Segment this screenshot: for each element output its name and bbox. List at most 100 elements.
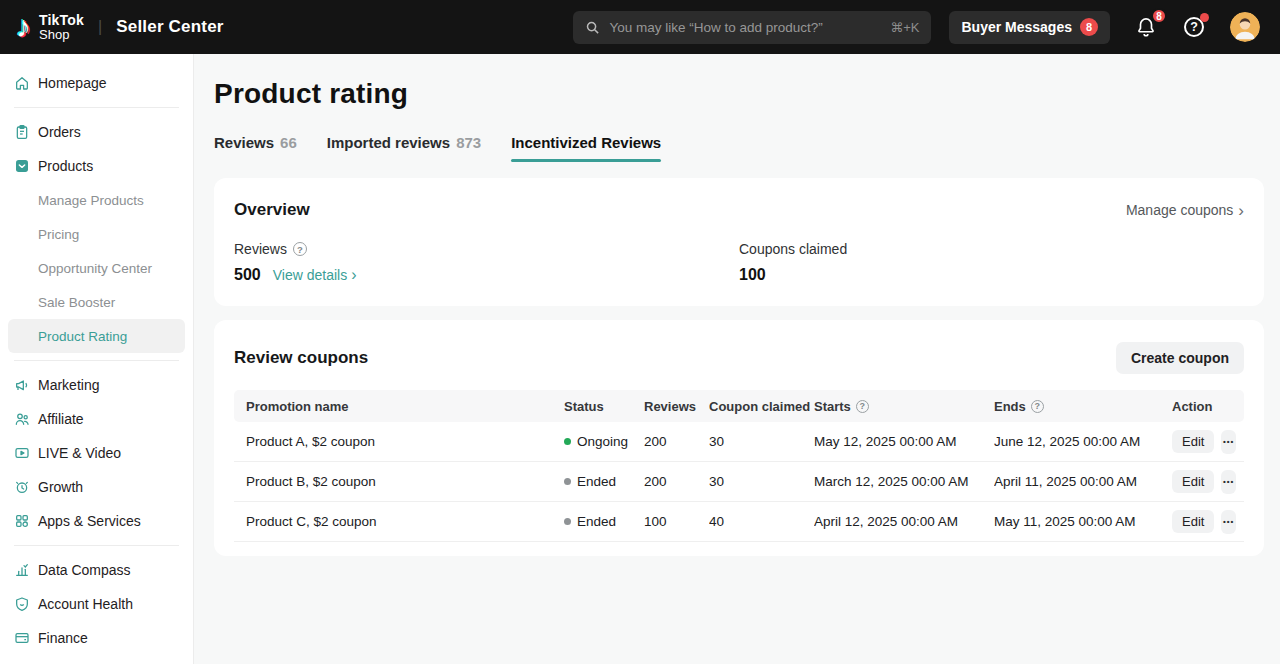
question-circle-icon[interactable] xyxy=(293,242,307,256)
create-coupon-button[interactable]: Create coupon xyxy=(1116,342,1244,374)
ends-date: April 11, 2025 00:00 AM xyxy=(994,474,1172,489)
col-ends-label: Ends xyxy=(994,399,1026,414)
more-options-button[interactable] xyxy=(1221,430,1236,454)
more-options-button[interactable] xyxy=(1221,510,1236,534)
more-options-button[interactable] xyxy=(1221,470,1236,494)
notifications-button[interactable]: 8 xyxy=(1134,15,1158,39)
col-status: Status xyxy=(564,399,644,414)
sidebar-item-affiliate[interactable]: Affiliate xyxy=(0,402,193,436)
global-search[interactable]: ⌘+K xyxy=(573,11,931,44)
view-details-link[interactable]: View details xyxy=(273,267,357,283)
stat-coupons-claimed: Coupons claimed 100 xyxy=(739,241,1244,284)
tab-bar: Reviews 66 Imported reviews 873 Incentiv… xyxy=(214,134,1264,162)
status-label: Ended xyxy=(577,474,616,489)
sidebar-item-products[interactable]: Products xyxy=(0,149,193,183)
overview-title: Overview xyxy=(234,200,310,220)
sidebar-item-label: Sale Booster xyxy=(38,295,115,310)
stat-value: 500 xyxy=(234,266,261,284)
avatar-image xyxy=(1230,12,1260,42)
stat-label: Reviews xyxy=(234,241,287,257)
ends-date: May 11, 2025 00:00 AM xyxy=(994,514,1172,529)
search-shortcut: ⌘+K xyxy=(890,20,919,35)
ends-date: June 12, 2025 00:00 AM xyxy=(994,434,1172,449)
buyer-messages-button[interactable]: Buyer Messages 8 xyxy=(949,11,1110,44)
tab-incentivized-reviews[interactable]: Incentivized Reviews xyxy=(511,134,661,162)
table-row: Product C, $2 coupon Ended 100 40 April … xyxy=(234,502,1244,542)
status-dot-ended xyxy=(564,478,571,485)
page-title: Product rating xyxy=(214,78,1264,110)
stat-reviews: Reviews 500 View details xyxy=(234,241,739,284)
sidebar-item-marketing[interactable]: Marketing xyxy=(0,368,193,402)
brand-text: TikTok Shop xyxy=(39,13,84,41)
manage-coupons-link[interactable]: Manage coupons xyxy=(1126,202,1244,219)
sidebar-item-label: Manage Products xyxy=(38,193,144,208)
status-badge: Ended xyxy=(564,514,644,529)
sidebar-nav: Homepage Orders Products Manage Products… xyxy=(0,54,194,664)
sidebar-item-sale-booster[interactable]: Sale Booster xyxy=(0,285,193,319)
sidebar-item-finance[interactable]: Finance xyxy=(0,621,193,655)
sidebar-item-product-rating[interactable]: Product Rating xyxy=(8,319,185,353)
sidebar-item-label: Pricing xyxy=(38,227,79,242)
sidebar-item-homepage[interactable]: Homepage xyxy=(0,66,193,100)
sidebar-item-apps-services[interactable]: Apps & Services xyxy=(0,504,193,538)
sidebar-item-label: Affiliate xyxy=(38,411,84,427)
reviews-count: 100 xyxy=(644,514,709,529)
status-badge: Ongoing xyxy=(564,434,644,449)
review-coupons-title: Review coupons xyxy=(234,348,368,368)
promotion-name: Product A, $2 coupon xyxy=(234,434,564,449)
table-row: Product B, $2 coupon Ended 200 30 March … xyxy=(234,462,1244,502)
main-content: Product rating Reviews 66 Imported revie… xyxy=(194,54,1280,664)
question-circle-icon[interactable] xyxy=(856,400,869,413)
data-chart-icon xyxy=(14,562,30,578)
col-promotion-name: Promotion name xyxy=(234,399,564,414)
sidebar-item-label: Account Health xyxy=(38,596,133,612)
help-button[interactable] xyxy=(1182,15,1206,39)
sidebar-item-label: LIVE & Video xyxy=(38,445,121,461)
sidebar-item-data-compass[interactable]: Data Compass xyxy=(0,553,193,587)
brand-line1: TikTok xyxy=(39,13,84,28)
sidebar-item-manage-products[interactable]: Manage Products xyxy=(0,183,193,217)
sidebar-divider xyxy=(14,545,179,546)
edit-button[interactable]: Edit xyxy=(1172,430,1214,453)
table-header-row: Promotion name Status Reviews Coupon cla… xyxy=(234,390,1244,422)
sidebar-item-pricing[interactable]: Pricing xyxy=(0,217,193,251)
apps-grid-icon xyxy=(14,513,30,529)
review-coupons-card: Review coupons Create coupon Promotion n… xyxy=(214,320,1264,556)
top-header: ♪ TikTok Shop | Seller Center ⌘+K Buyer … xyxy=(0,0,1280,54)
account-avatar[interactable] xyxy=(1230,12,1260,42)
question-circle-icon[interactable] xyxy=(1031,400,1044,413)
growth-icon xyxy=(14,479,30,495)
col-ends: Ends xyxy=(994,399,1172,414)
sidebar-item-account-health[interactable]: Account Health xyxy=(0,587,193,621)
sidebar-item-growth[interactable]: Growth xyxy=(0,470,193,504)
tab-label: Incentivized Reviews xyxy=(511,134,661,151)
edit-button[interactable]: Edit xyxy=(1172,510,1214,533)
row-actions: Edit xyxy=(1172,470,1244,494)
status-badge: Ended xyxy=(564,474,644,489)
sidebar-item-orders[interactable]: Orders xyxy=(0,115,193,149)
search-icon xyxy=(585,20,600,35)
stat-value: 100 xyxy=(739,266,766,284)
overview-card: Overview Manage coupons Reviews 500 View xyxy=(214,178,1264,306)
edit-button[interactable]: Edit xyxy=(1172,470,1214,493)
sidebar-item-live-video[interactable]: LIVE & Video xyxy=(0,436,193,470)
status-label: Ongoing xyxy=(577,434,628,449)
orders-icon xyxy=(14,124,30,140)
tab-label: Reviews xyxy=(214,134,274,151)
view-details-label: View details xyxy=(273,267,347,283)
manage-coupons-label: Manage coupons xyxy=(1126,202,1233,218)
buyer-messages-badge: 8 xyxy=(1080,18,1098,36)
table-row: Product A, $2 coupon Ongoing 200 30 May … xyxy=(234,422,1244,462)
tab-label: Imported reviews xyxy=(327,134,450,151)
search-input[interactable] xyxy=(609,20,881,35)
coupon-claimed-count: 30 xyxy=(709,474,814,489)
sidebar-item-label: Growth xyxy=(38,479,83,495)
stat-label: Coupons claimed xyxy=(739,241,847,257)
notifications-badge: 8 xyxy=(1151,8,1167,24)
tab-reviews[interactable]: Reviews 66 xyxy=(214,134,297,162)
sidebar-item-opportunity-center[interactable]: Opportunity Center xyxy=(0,251,193,285)
buyer-messages-label: Buyer Messages xyxy=(961,19,1072,35)
tab-imported-reviews[interactable]: Imported reviews 873 xyxy=(327,134,481,162)
tiktok-shop-logo[interactable]: ♪ TikTok Shop xyxy=(16,12,84,42)
products-icon xyxy=(14,158,30,174)
